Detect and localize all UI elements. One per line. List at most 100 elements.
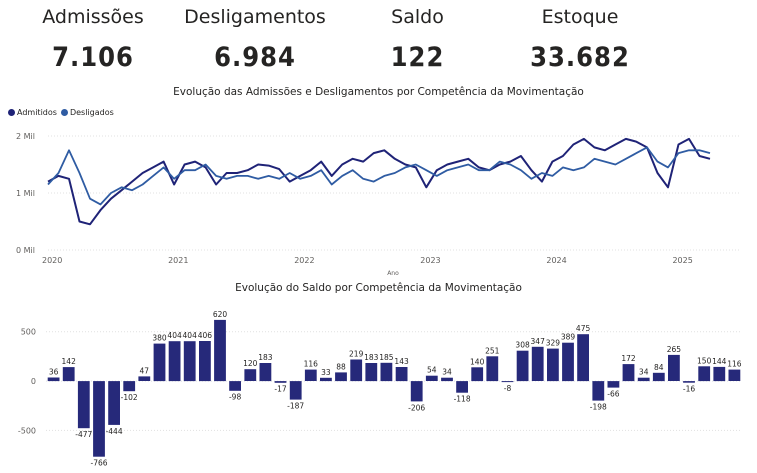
bar-data-label: 120 <box>243 359 258 368</box>
bar-data-label: 143 <box>394 357 409 366</box>
bar <box>531 346 544 381</box>
bar-data-label: 144 <box>712 357 727 366</box>
legend-dot-icon <box>8 109 15 116</box>
bar-data-label: 308 <box>515 341 530 350</box>
y-tick-label: 0 Mil <box>16 246 35 255</box>
bar <box>365 363 378 382</box>
bar <box>47 377 60 382</box>
bar-data-label: -187 <box>287 402 304 411</box>
bar-data-label: 34 <box>442 368 452 377</box>
bar-data-label: 406 <box>198 331 213 340</box>
bar-data-label: 183 <box>364 353 379 362</box>
kpi-value: 6.984 <box>214 42 296 73</box>
kpi-label: Estoque <box>541 6 619 28</box>
bar-data-label: 140 <box>470 357 485 366</box>
bar <box>380 362 393 382</box>
bar <box>335 372 347 382</box>
bar <box>350 359 363 382</box>
x-tick-label: 2023 <box>420 256 440 265</box>
bar-data-label: -198 <box>590 403 607 412</box>
kpi-desligamentos: Desligamentos 6.984 <box>180 0 330 74</box>
bar <box>62 367 75 382</box>
bar-data-label: 219 <box>349 350 364 359</box>
kpi-admissoes: Admissões 7.106 <box>28 0 158 74</box>
bar <box>471 367 484 382</box>
kpi-label: Desligamentos <box>184 6 326 28</box>
bar <box>577 334 589 382</box>
x-tick-label: 2025 <box>672 256 692 265</box>
y-tick-label: 1 Mil <box>16 189 35 198</box>
bar <box>456 381 468 393</box>
bar <box>728 369 741 381</box>
bar-data-label: 251 <box>485 346 500 355</box>
bar <box>274 381 287 383</box>
bar <box>395 367 408 382</box>
bar-data-label: 33 <box>321 368 331 377</box>
line-chart[interactable]: 0 Mil 1 Mil 2 Mil 2020 2021 2022 2023 2024 2025 A… <box>0 120 757 280</box>
kpi-value: 122 <box>390 42 445 73</box>
bar-data-label: 84 <box>654 363 664 372</box>
bar-data-label: 47 <box>140 366 150 375</box>
y-tick-label: 500 <box>21 328 36 337</box>
bar-data-label: 389 <box>561 333 576 342</box>
legend-label: Admitidos <box>17 108 57 117</box>
bar <box>441 377 453 382</box>
bar-data-label: 475 <box>576 324 591 333</box>
bar <box>259 363 272 382</box>
bar <box>547 348 559 382</box>
bar-data-label: -102 <box>121 393 138 402</box>
bar <box>410 381 423 402</box>
bar-data-label: 116 <box>304 360 319 369</box>
bar <box>77 381 90 429</box>
bar <box>501 381 514 383</box>
bar-data-label: -118 <box>454 395 471 404</box>
bar-data-label: 404 <box>167 331 182 340</box>
bar <box>289 381 302 400</box>
bar-data-label: 172 <box>621 354 636 363</box>
line-chart-legend[interactable]: Admitidos Desligados <box>8 108 118 117</box>
kpi-value: 33.682 <box>530 42 630 73</box>
bar-data-label: 54 <box>427 366 437 375</box>
bar-data-label: -98 <box>229 393 241 402</box>
bar-data-label: 404 <box>183 331 198 340</box>
bar <box>93 381 105 457</box>
bar <box>652 372 665 382</box>
x-tick-label: 2024 <box>546 256 566 265</box>
bar <box>516 350 529 382</box>
bar-data-label: 265 <box>667 345 682 354</box>
bar <box>199 341 211 382</box>
bar-data-label: -766 <box>90 459 107 468</box>
bar <box>637 377 650 382</box>
bar <box>244 369 257 381</box>
bar-data-label: 88 <box>336 362 346 371</box>
bar <box>592 381 605 401</box>
bar <box>562 342 574 382</box>
x-tick-label: 2022 <box>294 256 314 265</box>
line-chart-title: Evolução das Admissões e Desligamentos p… <box>173 86 584 98</box>
bar <box>320 377 332 382</box>
series-line-desligados <box>47 146 711 206</box>
bar <box>713 366 726 382</box>
bar-data-label: -16 <box>683 385 695 394</box>
bar-data-label: 620 <box>213 310 228 319</box>
bar <box>214 319 226 382</box>
bar <box>123 381 136 392</box>
x-tick-label: 2020 <box>42 256 62 265</box>
bar <box>683 381 695 383</box>
bar-data-label: -206 <box>408 403 425 412</box>
legend-dot-icon <box>60 109 68 116</box>
bar-data-label: 150 <box>697 356 712 365</box>
bar <box>698 366 711 382</box>
bar <box>607 381 620 388</box>
bar-data-label: 347 <box>531 337 546 346</box>
legend-item-desligados[interactable]: Desligados <box>60 108 114 117</box>
bar <box>486 356 499 382</box>
bar-data-label: 185 <box>379 353 394 362</box>
bar-data-label: -66 <box>607 390 619 399</box>
legend-item-admitidos[interactable]: Admitidos <box>8 108 57 117</box>
bar <box>108 381 120 425</box>
bar <box>168 341 181 382</box>
bar-data-label: 329 <box>546 339 561 348</box>
series-line-admitidos <box>47 137 711 226</box>
